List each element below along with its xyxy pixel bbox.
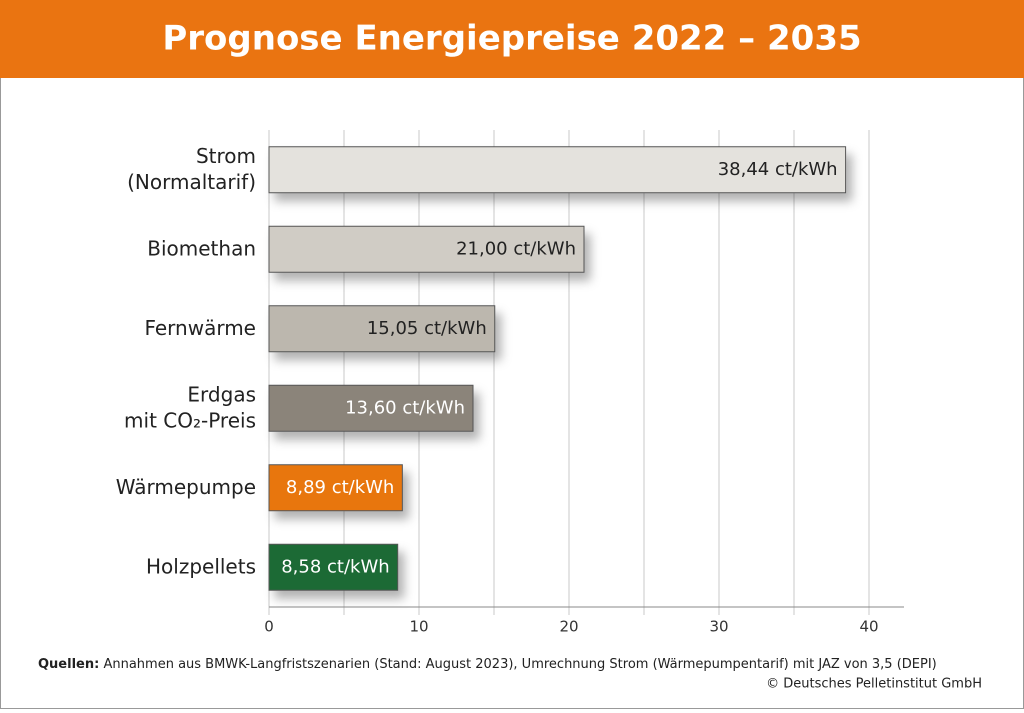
x-tick-label: 20 — [559, 618, 578, 636]
y-tick-label-line: Fernwärme — [144, 315, 256, 339]
x-tick-label: 40 — [859, 618, 878, 636]
y-tick-label-line: Strom — [196, 143, 256, 167]
bar — [268, 543, 399, 591]
value-label: 13,60 ct/kWh — [345, 397, 465, 418]
y-tick-label-line: Wärmepumpe — [116, 474, 256, 498]
y-tick-label: Wärmepumpe — [116, 474, 256, 498]
y-tick-label: Holzpellets — [146, 554, 256, 578]
bar — [268, 464, 403, 512]
value-label: 8,89 ct/kWh — [286, 477, 394, 498]
value-label: 38,44 ct/kWh — [718, 159, 838, 180]
y-tick-label: Erdgas mit CO₂-Preis — [124, 382, 256, 432]
chart-title: Prognose Energiepreise 2022 – 2035 — [162, 19, 861, 59]
y-tick-label-line: mit CO₂-Preis — [124, 408, 256, 432]
value-label: 8,58 ct/kWh — [281, 556, 389, 577]
x-tick-label: 30 — [709, 618, 728, 636]
y-tick-label: Fernwärme — [144, 315, 256, 339]
copyright: © Deutsches Pelletinstitut GmbH — [766, 677, 982, 692]
x-tick-label: 10 — [409, 618, 428, 636]
bar — [268, 225, 585, 273]
y-tick-label: Strom (Normaltarif) — [127, 143, 256, 193]
source-label: Quellen: — [38, 657, 99, 672]
value-label: 15,05 ct/kWh — [367, 318, 487, 339]
value-label: 21,00 ct/kWh — [456, 238, 576, 259]
bar — [268, 146, 847, 194]
header — [0, 0, 1024, 78]
bar — [268, 305, 496, 353]
y-tick-label-line: Erdgas — [187, 382, 256, 406]
y-tick-label-line: Biomethan — [147, 236, 256, 260]
source-text: Annahmen aus BMWK-Langfristszenarien (St… — [103, 657, 936, 672]
y-tick-label-line: (Normaltarif) — [127, 169, 256, 193]
y-tick-label-line: Holzpellets — [146, 554, 256, 578]
y-tick-label: Biomethan — [147, 236, 256, 260]
source: Quellen: Annahmen aus BMWK-Langfristszen… — [38, 657, 937, 672]
x-tick-label: 0 — [264, 618, 274, 636]
bar — [268, 384, 474, 432]
